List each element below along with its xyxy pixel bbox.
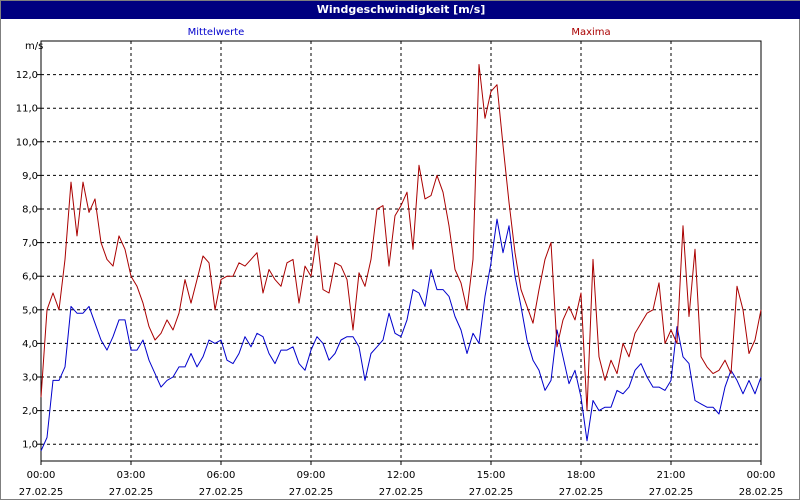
y-tick-label: 9,0 [22, 171, 38, 182]
y-tick-label: 5,0 [22, 305, 38, 316]
y-tick-label: 6,0 [22, 272, 38, 283]
y-tick-label: 4,0 [22, 339, 38, 350]
x-tick-time-label: 06:00 [207, 470, 236, 481]
x-tick-date-label: 27.02.25 [109, 487, 154, 498]
x-tick-date-label: 27.02.25 [649, 487, 694, 498]
y-tick-label: 12,0 [16, 70, 38, 81]
y-tick-label: 7,0 [22, 238, 38, 249]
series-line-mittelwerte [40, 218, 762, 452]
x-tick-time-label: 18:00 [567, 470, 596, 481]
y-tick-label: 3,0 [22, 373, 38, 384]
y-tick-label: 2,0 [22, 406, 38, 417]
y-tick-label: 8,0 [22, 205, 38, 216]
chart-title: Windgeschwindigkeit [m/s] [1, 1, 800, 19]
y-tick-label: 10,0 [16, 137, 38, 148]
x-tick-time-label: 15:00 [477, 470, 506, 481]
series-lines [40, 64, 762, 452]
x-tick-time-label: 03:00 [117, 470, 146, 481]
x-tick-time-label: 09:00 [297, 470, 326, 481]
x-tick-date-label: 28.02.25 [739, 487, 784, 498]
x-axis: 00:00 27.02.25 03:00 27.02.25 06:00 27.02.25 0… [19, 461, 784, 498]
y-axis: 1,0 2,0 3,0 4,0 5,0 6,0 7,0 8,0 9,0 10,0 11,0 12,0 [16, 70, 41, 451]
x-tick-date-label: 27.02.25 [19, 487, 64, 498]
x-tick-time-label: 00:00 [747, 470, 776, 481]
x-tick-time-label: 12:00 [387, 470, 416, 481]
x-tick-time-label: 21:00 [657, 470, 686, 481]
x-tick-date-label: 27.02.25 [379, 487, 424, 498]
series-line-maxima [40, 64, 762, 412]
x-tick-time-label: 00:00 [27, 470, 56, 481]
x-tick-date-label: 27.02.25 [289, 487, 334, 498]
x-tick-date-label: 27.02.25 [199, 487, 244, 498]
x-tick-date-label: 27.02.25 [469, 487, 514, 498]
y-axis-unit-label: m/s [25, 41, 43, 52]
y-tick-label: 11,0 [16, 104, 38, 115]
grid-lines [41, 41, 761, 461]
y-tick-label: 1,0 [22, 440, 38, 451]
x-tick-date-label: 27.02.25 [559, 487, 604, 498]
legend-maxima: Maxima [571, 27, 610, 38]
legend-mittelwerte: Mittelwerte [188, 27, 245, 38]
